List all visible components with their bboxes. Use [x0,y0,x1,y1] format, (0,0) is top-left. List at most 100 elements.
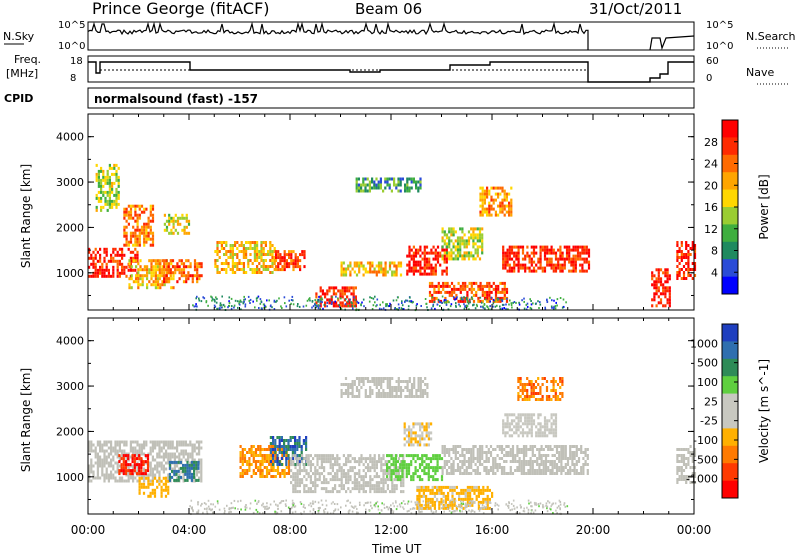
scatter-cell [518,413,520,416]
scatter-cell [101,462,103,465]
scatter-cell [161,450,163,453]
scatter-cell [413,377,415,380]
scatter-cell [95,456,97,459]
scatter-cell [95,275,97,278]
scatter-cell [139,489,141,492]
scatter-cell [428,457,430,460]
scatter-cell [367,466,369,469]
scatter-cell [96,194,98,197]
scatter-cell [232,265,234,268]
scatter-cell [681,244,683,247]
scatter-cell [198,444,200,447]
scatter-cell [504,413,506,416]
scatter-cell [502,308,504,310]
scatter-cell [412,425,414,428]
scatter-cell [448,460,450,463]
scatter-cell [667,277,669,280]
scatter-cell [343,274,345,277]
scatter-cell [112,450,114,453]
freq-label: Freq. [14,53,41,66]
scatter-cell [165,462,167,465]
scatter-cell [110,465,112,468]
scatter-cell [185,274,187,277]
scatter-cell [669,298,671,301]
scatter-cell [481,251,483,254]
scatter-cell [358,190,360,193]
scatter-cell [423,425,425,428]
scatter-cell [413,264,415,267]
scatter-cell [493,288,495,291]
scatter-cell [563,299,565,301]
scatter-cell [365,466,367,469]
scatter-cell [358,377,360,380]
scatter-cell [551,252,553,255]
scatter-cell [681,277,683,280]
scatter-cell [347,454,349,457]
scatter-cell [111,206,113,209]
scatter-cell [486,454,488,457]
scatter-cell [110,474,112,477]
scatter-cell [174,447,176,450]
scatter-cell [436,486,438,489]
scatter-cell [98,185,100,188]
scatter-cell [576,445,578,448]
scatter-cell [513,419,515,422]
scatter-cell [397,184,399,187]
scatter-cell [207,305,209,307]
scatter-cell [90,471,92,474]
scatter-cell [526,434,528,437]
scatter-cell [494,463,496,466]
scatter-cell [399,463,401,466]
scatter-cell [216,302,218,304]
scatter-cell [369,460,371,463]
scatter-cell [152,450,154,453]
scatter-cell [152,235,154,238]
scatter-cell [436,297,438,300]
scatter-cell [459,245,461,248]
scatter-cell [555,255,557,258]
scatter-cell [415,252,417,255]
scatter-cell [385,271,387,274]
scatter-cell [457,251,459,254]
scatter-cell [523,301,525,303]
scatter-cell [241,241,243,244]
scatter-cell [150,471,152,474]
scatter-cell [143,238,145,241]
scatter-cell [123,272,125,275]
scatter-cell [415,395,417,398]
scatter-cell [389,305,391,307]
scatter-cell [391,271,393,274]
scatter-cell [170,232,172,235]
scatter-cell [558,466,560,469]
scatter-cell [137,271,139,274]
scatter-cell [115,170,117,173]
scatter-cell [123,269,125,272]
scatter-cell [241,244,243,247]
scatter-cell [113,164,115,167]
scatter-cell [152,208,154,211]
scatter-cell [395,466,397,469]
scatter-cell [269,250,271,253]
scatter-cell [95,453,97,456]
scatter-cell [99,254,101,257]
scatter-cell [331,303,333,305]
scatter-cell [243,253,245,256]
scatter-cell [107,209,109,212]
scatter-cell [337,289,339,292]
scatter-cell [183,450,185,453]
scatter-cell [305,454,307,457]
scatter-cell [393,181,395,184]
scatter-cell [336,460,338,463]
scatter-cell [347,383,349,386]
scatter-cell [457,451,459,454]
scatter-cell [516,448,518,451]
scatter-cell [687,274,689,277]
scatter-cell [112,477,114,480]
scatter-cell [480,306,482,308]
scatter-cell [334,472,336,475]
scatter-cell [580,472,582,475]
scatter-cell [548,252,550,255]
scatter-cell [277,256,279,259]
scatter-cell [535,252,537,255]
scatter-cell [441,457,443,460]
